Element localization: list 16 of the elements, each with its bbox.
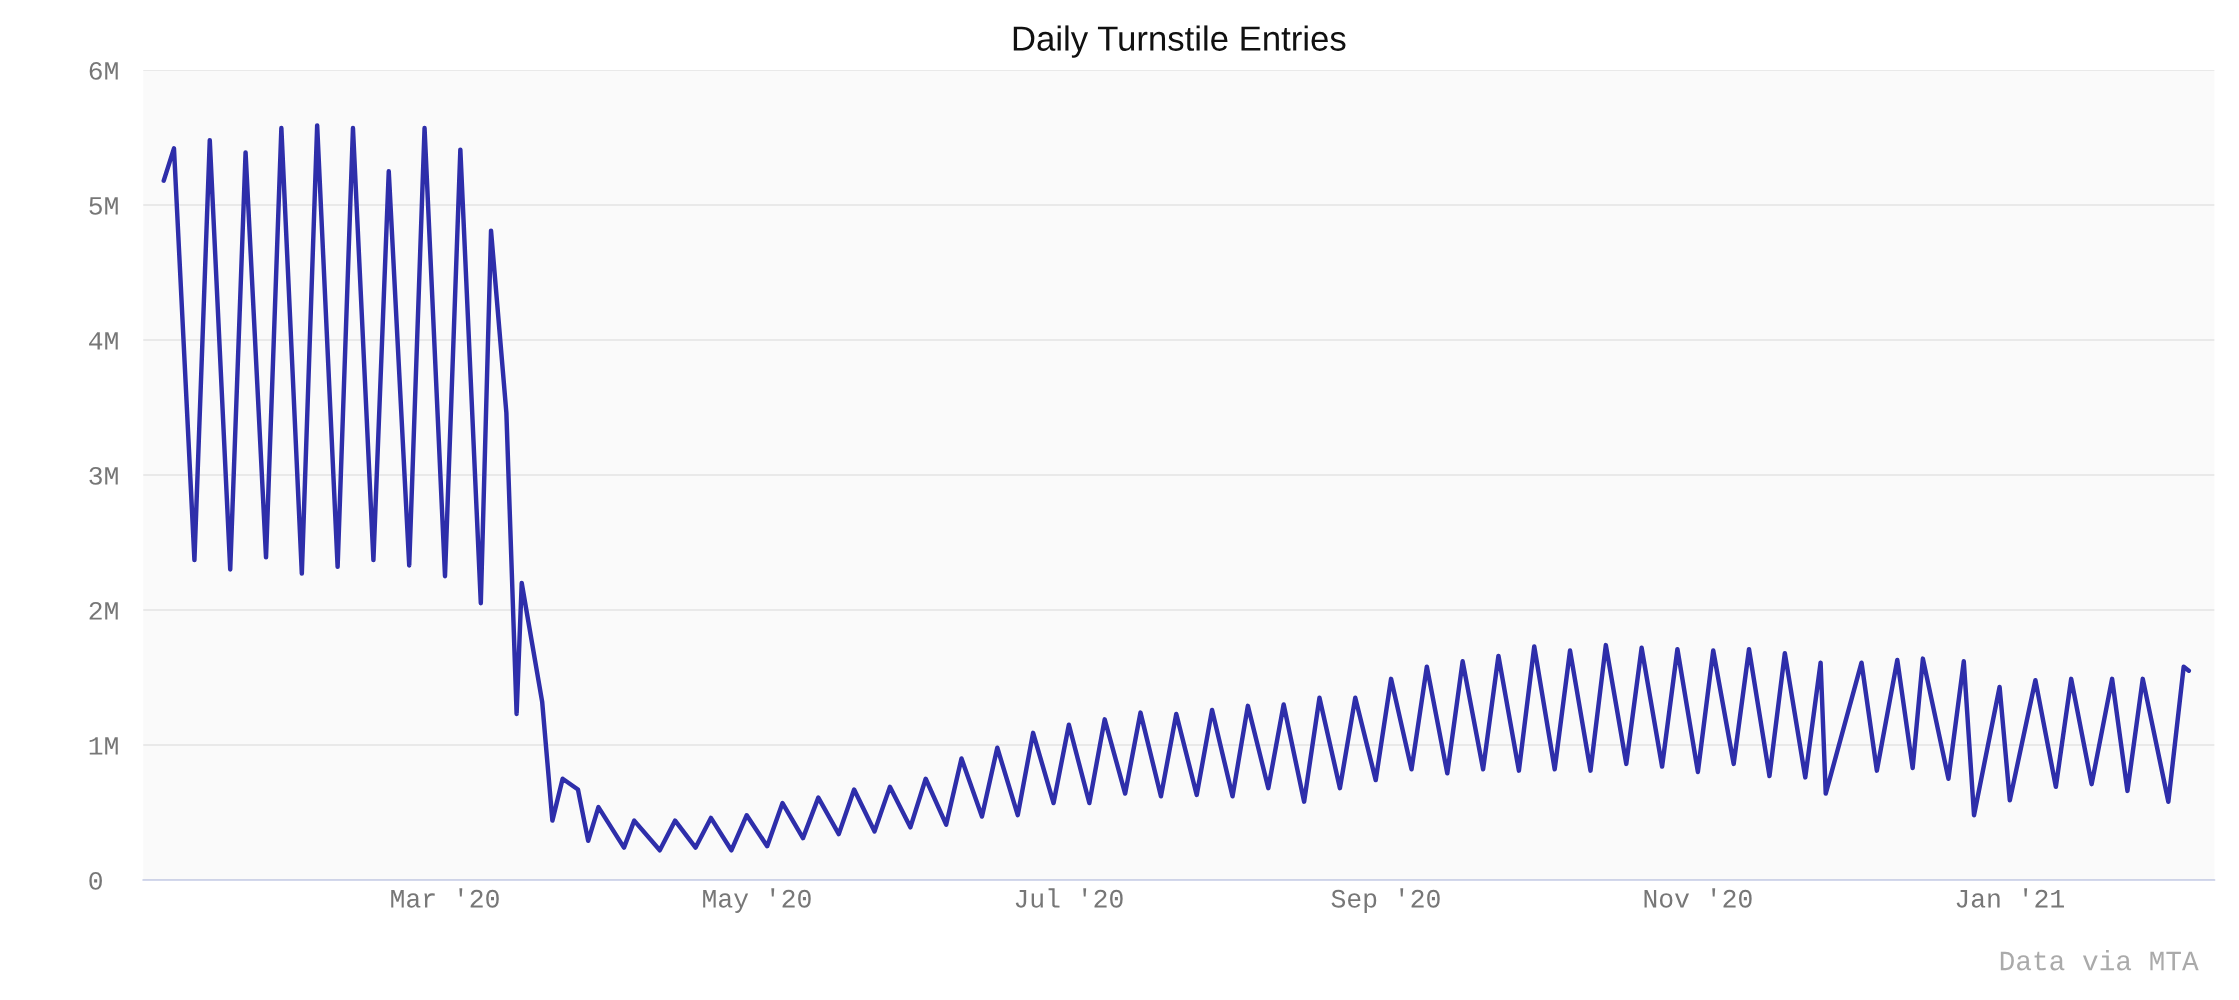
- text: Data via MTA: [2000, 950, 2199, 971]
- y-tick-label: 0: [89, 871, 102, 890]
- x-tick-label: Jul '20: [1015, 888, 1123, 908]
- x-tick-label: May '20: [703, 888, 811, 913]
- y-tick-label: 6M: [89, 61, 118, 80]
- x-tick-label: Jan '21: [1956, 888, 2064, 908]
- y-tick-label: 3M: [89, 466, 118, 485]
- line-series: [161, 123, 2192, 853]
- chart-title: Daily Turnstile Entries: [1013, 25, 1346, 58]
- y-tick-label: 2M: [89, 601, 118, 620]
- x-tick-label: Nov '20: [1644, 888, 1752, 908]
- y-tick-label: 1M: [89, 737, 118, 755]
- y-tick-label: 5M: [89, 197, 118, 215]
- x-tick-label: Mar '20: [391, 888, 499, 908]
- y-tick-label: 4M: [89, 332, 118, 350]
- x-tick-label: Sep '20: [1331, 888, 1440, 913]
